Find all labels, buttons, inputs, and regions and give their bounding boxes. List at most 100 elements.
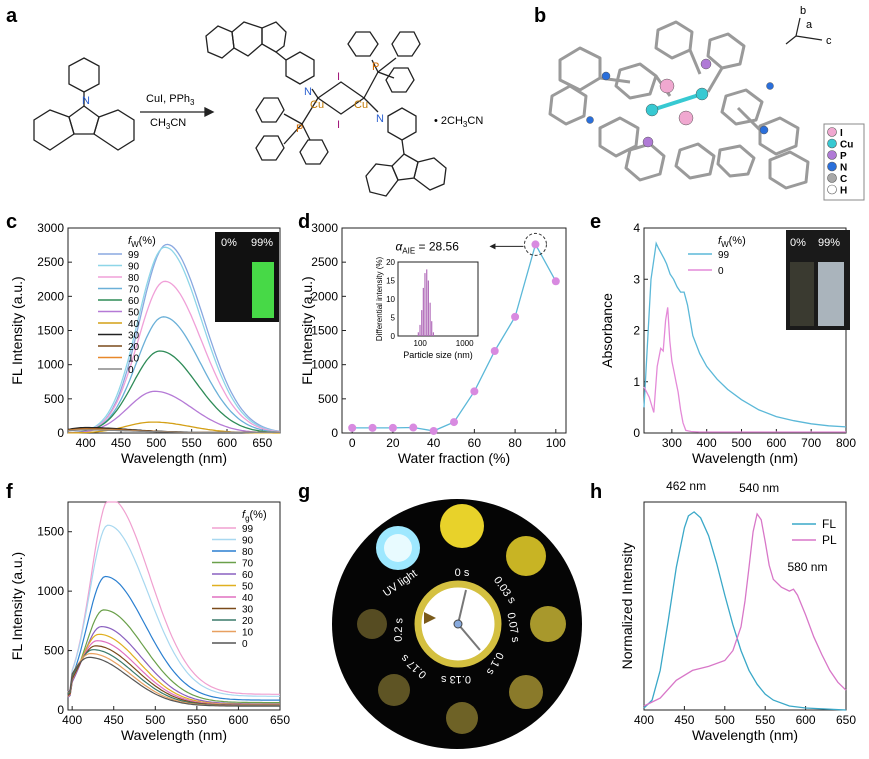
solvent-label: CH3CN	[150, 117, 186, 131]
inset-bar-5	[426, 269, 428, 336]
y-tick-label: 500	[44, 644, 64, 658]
data-point-40	[429, 426, 438, 435]
legend-entry-30: 30	[242, 605, 254, 616]
axis-a-label: a	[806, 19, 813, 31]
y-tick-label: 1500	[37, 525, 64, 539]
inset-bar-6	[427, 280, 429, 336]
data-point-30	[409, 423, 418, 432]
legend-swatch-h	[827, 184, 837, 195]
inset-y-tick: 10	[386, 295, 395, 304]
legend-label-n: N	[840, 163, 847, 174]
panel-letter-c: c	[6, 211, 17, 233]
legend-entry-20: 20	[242, 616, 254, 627]
legend-swatch-n	[827, 161, 837, 172]
series-line-70	[67, 609, 280, 704]
axis-b-label: b	[800, 5, 806, 17]
legend-label-i: I	[840, 128, 843, 139]
legend-entry-60: 60	[242, 570, 254, 581]
legend-label-p: P	[840, 151, 847, 162]
x-tick-label: 500	[145, 713, 165, 727]
crystal-atoms	[586, 58, 774, 148]
highlight-circle	[523, 232, 547, 256]
chart-f-fl-spectra: 400 450 500 550 600 650050010001500Wavelength…	[9, 501, 290, 743]
x-tick-label: 400	[634, 713, 654, 727]
y-tick-label: 2	[633, 324, 640, 338]
legend-entry-FL: FL	[822, 517, 836, 531]
chart-c-fl-spectra: 400 450 500 550 600 6500500100015002000250030…	[9, 221, 281, 466]
x-tick-label: 100	[546, 436, 566, 450]
y-axis-label: FL Intensity (a.u.)	[299, 276, 315, 384]
data-point-90	[531, 240, 540, 249]
vial-c-label-left: 0%	[221, 237, 237, 249]
y-tick-label: 500	[318, 392, 338, 406]
y-tick-label: 2000	[37, 289, 64, 303]
x-tick-label: 40	[427, 436, 441, 450]
y-axis-label: FL Intensity (a.u.)	[9, 552, 25, 660]
data-point-0	[348, 423, 357, 432]
inset-bar-7	[429, 302, 431, 336]
y-axis-label: Absorbance	[599, 293, 615, 368]
peak-annotation-2: 580 nm	[787, 560, 827, 574]
x-tick-label: 600	[217, 436, 237, 450]
inset-x-label: Particle size (nm)	[403, 350, 473, 360]
data-point-60	[470, 387, 479, 396]
legend-entry-0: 0	[128, 365, 134, 376]
legend-title: fg(%)	[242, 509, 267, 523]
legend-entry-PL: PL	[822, 533, 837, 547]
inset-y-tick: 15	[386, 277, 395, 286]
legend-entry-20: 20	[128, 342, 140, 353]
x-tick-label: 500	[146, 436, 166, 450]
legend-swatch-i	[827, 127, 837, 137]
y-tick-label: 3000	[37, 221, 64, 235]
crystal-structure	[548, 20, 810, 190]
legend-entry-80: 80	[128, 273, 140, 284]
series-line-60	[67, 350, 281, 434]
legend-entry-90: 90	[242, 536, 254, 547]
x-tick-label: 400	[76, 436, 96, 450]
x-tick-label: 450	[674, 713, 694, 727]
y-tick-label: 4	[633, 221, 640, 235]
series-line-0	[67, 656, 280, 707]
legend-entry-70: 70	[128, 285, 140, 296]
inset-bar-9	[432, 332, 434, 336]
inset-y-tick: 0	[391, 332, 396, 341]
legend-label-c: C	[840, 174, 847, 185]
legend-entry-80: 80	[242, 547, 254, 558]
y-tick-label: 1000	[37, 584, 64, 598]
scheme-labels: CuI, PPh3 CH3CN • 2CH3CN N N N Cu Cu I I…	[82, 61, 483, 135]
plot-frame	[643, 501, 847, 711]
x-tick-label: 450	[104, 713, 124, 727]
atom-n-label: N	[82, 95, 90, 107]
x-tick-label: 550	[755, 713, 775, 727]
reactant-molecule	[33, 57, 135, 151]
data-point-20	[388, 423, 397, 432]
x-tick-label: 400	[697, 436, 717, 450]
series-line-99	[67, 501, 280, 695]
legend-label-h: H	[840, 186, 847, 197]
afterglow-photo	[330, 480, 582, 750]
y-tick-label: 0	[57, 703, 64, 717]
x-tick-label: 550	[182, 436, 202, 450]
vial-e-label-left: 0%	[790, 237, 806, 249]
y-tick-label: 500	[44, 392, 64, 406]
y-tick-label: 1500	[37, 324, 64, 338]
vial-c-label-right: 99%	[251, 237, 273, 249]
clock-label-3: 0.07 s	[504, 612, 521, 644]
clock-label-7: 0.2 s	[393, 617, 406, 642]
legend-title: fW(%)	[718, 235, 746, 249]
data-point-70	[490, 347, 499, 355]
chart-h-normalized: 400 450 500 550 600 650 Wavelength (nm) Normali…	[619, 479, 856, 743]
x-tick-label: 650	[252, 436, 272, 450]
clock-label-5: 0.13 s	[441, 673, 471, 685]
legend-entry-30: 30	[128, 331, 140, 342]
crystal-axes: b a c	[785, 5, 832, 47]
x-tick-label: 650	[270, 713, 290, 727]
legend-entry-60: 60	[128, 296, 140, 307]
series-line-PL	[643, 512, 847, 707]
legend-entry-10: 10	[242, 628, 254, 639]
y-tick-label: 1000	[37, 358, 64, 372]
legend-entry-10: 10	[128, 354, 140, 365]
inset-x-tick: 1000	[456, 339, 474, 348]
panel-letter-b: b	[534, 5, 546, 27]
axis-c-label: c	[826, 35, 832, 47]
